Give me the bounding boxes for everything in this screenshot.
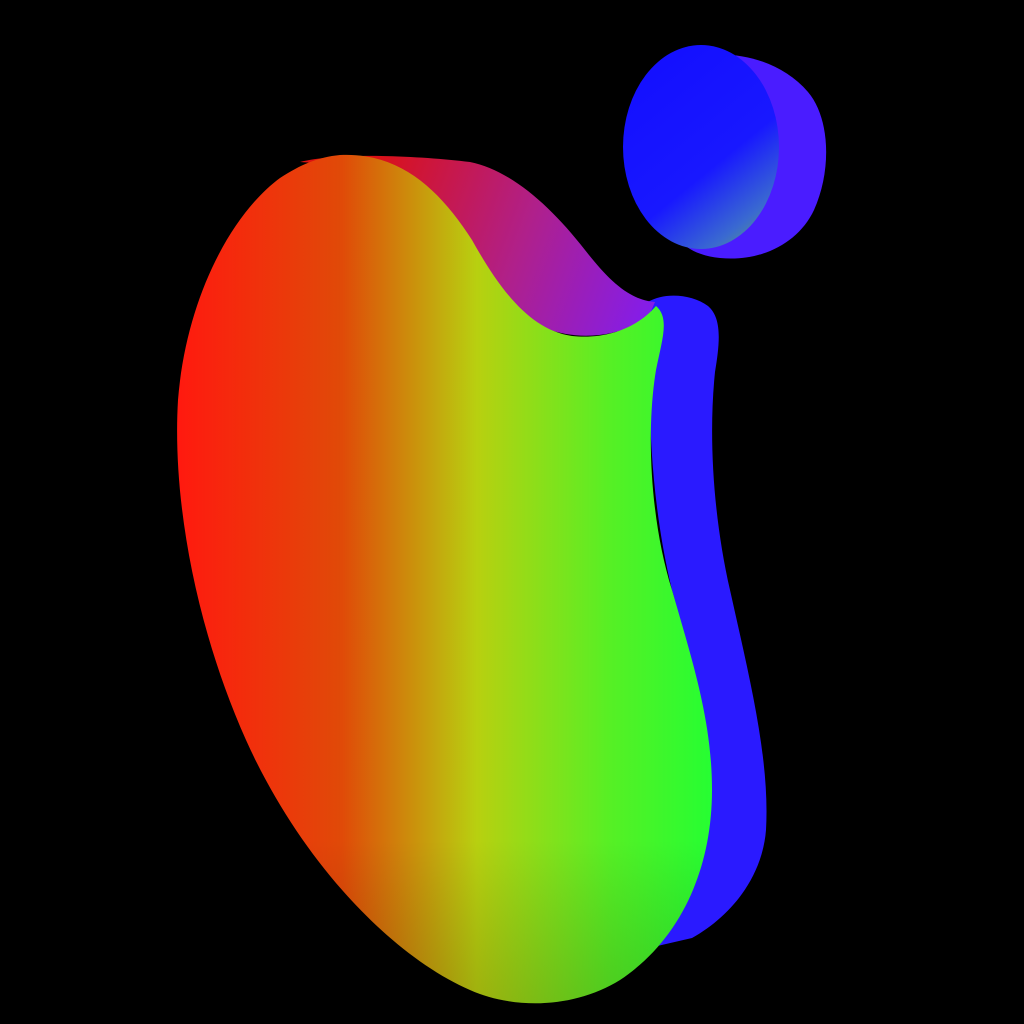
stem-top-edge <box>300 155 655 336</box>
stem-face-shading <box>177 154 712 1004</box>
dot-face <box>623 45 779 249</box>
stem-side-extrusion <box>640 295 767 950</box>
